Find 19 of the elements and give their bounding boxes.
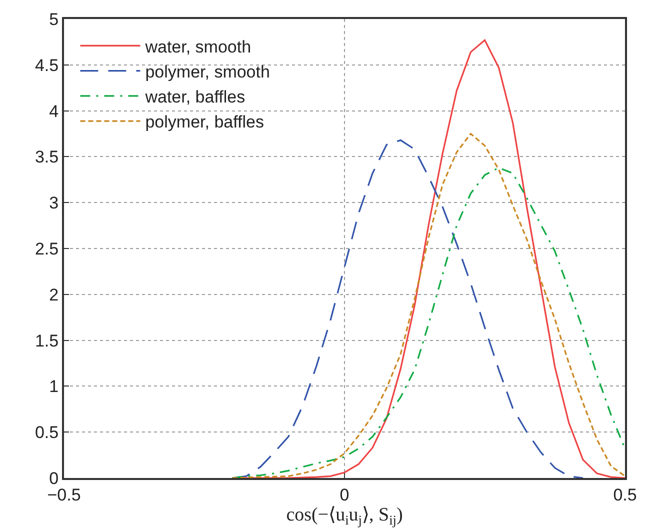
y-tick-label: 1 (49, 377, 59, 396)
y-tick-label: 3.5 (34, 148, 59, 167)
x-tick-label: 0.5 (613, 485, 637, 504)
legend-label: polymer, baffles (145, 112, 264, 132)
x-tick-label: −0.5 (47, 485, 81, 504)
y-tick-label: 4.5 (34, 56, 59, 75)
legend-label: water, smooth (144, 37, 252, 56)
y-tick-label: 5 (49, 10, 59, 29)
y-tick-label: 3 (49, 194, 59, 213)
y-tick-label: 0 (49, 468, 59, 488)
y-tick-label: 0.5 (34, 423, 59, 442)
y-tick-label: 2 (49, 285, 59, 304)
y-tick-label: 4 (49, 102, 59, 121)
x-axis-title: cos(−⟨u$_{i}$u$_{j}$⟩, S$_{ij}$) (286, 504, 403, 528)
y-tick-label: 2.5 (34, 239, 59, 258)
x-tick-label: 0 (340, 485, 350, 504)
legend-label: polymer, smooth (145, 62, 270, 82)
legend-label: water, baffles (144, 88, 246, 107)
y-tick-label: 1.5 (34, 331, 59, 350)
